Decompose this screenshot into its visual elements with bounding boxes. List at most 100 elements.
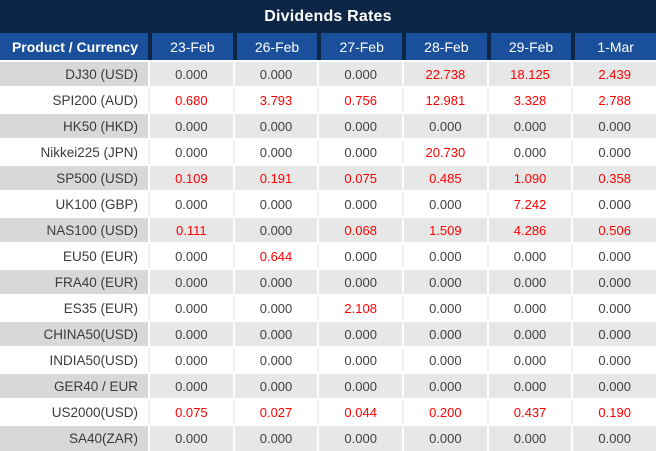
value-cell: 3.793 [232,88,318,112]
value-cell: 0.000 [148,348,233,372]
value-cell: 0.000 [317,244,403,268]
value-cell: 22.738 [402,62,487,86]
value-cell: 0.000 [232,322,318,346]
value-cell: 0.000 [232,270,318,294]
value-cell: 0.000 [571,296,656,320]
table-row: ES35 (EUR) 0.000 0.000 2.108 0.000 0.000 0.000 [0,296,656,320]
value-cell: 0.000 [148,114,233,138]
table-row: HK50 (HKD) 0.000 0.000 0.000 0.000 0.000 0.000 [0,114,656,138]
value-cell: 0.000 [486,244,572,268]
product-cell: NAS100 (USD) [0,218,148,242]
value-cell: 2.788 [571,88,656,112]
value-cell: 0.644 [232,244,318,268]
product-cell: SP500 (USD) [0,166,148,190]
product-cell: US2000(USD) [0,400,148,424]
product-currency-header: Product / Currency [11,38,138,55]
value-cell: 0.000 [402,296,487,320]
value-cell: 0.000 [232,114,318,138]
column-header-1-mar: 1-Mar [571,33,656,60]
value-cell: 0.000 [571,192,656,216]
value-cell: 0.075 [317,166,403,190]
table-body: DJ30 (USD) 0.000 0.000 0.000 22.738 18.125 2.4… [0,62,656,451]
product-cell: FRA40 (EUR) [0,270,148,294]
value-cell: 0.000 [571,374,656,398]
value-cell: 0.000 [486,348,572,372]
value-cell: 7.242 [486,192,572,216]
value-cell: 0.000 [317,426,403,451]
product-cell: GER40 / EUR [0,374,148,398]
value-cell: 0.000 [571,348,656,372]
table-row: SPI200 (AUD) 0.680 3.793 0.756 12.981 3.328 2.… [0,88,656,112]
value-cell: 0.000 [317,192,403,216]
product-cell: DJ30 (USD) [0,62,148,86]
table-row: NAS100 (USD) 0.111 0.000 0.068 1.509 4.286 0.5… [0,218,656,242]
value-cell: 0.000 [571,114,656,138]
product-cell: CHINA50(USD) [0,322,148,346]
value-cell: 4.286 [486,218,572,242]
value-cell: 0.358 [571,166,656,190]
value-cell: 0.000 [232,426,318,451]
table-row: UK100 (GBP) 0.000 0.000 0.000 0.000 7.242 0.00… [0,192,656,216]
value-cell: 0.680 [148,88,233,112]
table-row: EU50 (EUR) 0.000 0.644 0.000 0.000 0.000 0.000 [0,244,656,268]
value-cell: 1.090 [486,166,572,190]
value-cell: 0.756 [317,88,403,112]
column-header-23-feb: 23-Feb [148,33,233,60]
column-header-26-feb: 26-Feb [232,33,318,60]
value-cell: 20.730 [402,140,487,164]
value-cell: 0.000 [148,62,233,86]
page-title: Dividends Rates [264,7,392,25]
value-cell: 0.000 [402,192,487,216]
product-cell: HK50 (HKD) [0,114,148,138]
value-cell: 0.075 [148,400,233,424]
value-cell: 0.000 [402,322,487,346]
value-cell: 0.000 [402,244,487,268]
value-cell: 0.000 [402,348,487,372]
value-cell: 0.485 [402,166,487,190]
table-row: CHINA50(USD) 0.000 0.000 0.000 0.000 0.000 0.0… [0,322,656,346]
value-cell: 0.506 [571,218,656,242]
value-cell: 0.000 [486,270,572,294]
value-cell: 0.000 [148,140,233,164]
value-cell: 0.000 [571,244,656,268]
value-cell: 0.044 [317,400,403,424]
product-cell: INDIA50(USD) [0,348,148,372]
product-cell: EU50 (EUR) [0,244,148,268]
value-cell: 0.000 [232,348,318,372]
table-row: DJ30 (USD) 0.000 0.000 0.000 22.738 18.125 2.4… [0,62,656,86]
value-cell: 0.000 [232,192,318,216]
value-cell: 0.200 [402,400,487,424]
value-cell: 0.027 [232,400,318,424]
value-cell: 0.000 [148,270,233,294]
value-cell: 0.000 [402,374,487,398]
value-cell: 0.000 [571,270,656,294]
value-cell: 0.000 [317,322,403,346]
value-cell: 0.000 [486,140,572,164]
value-cell: 0.000 [486,114,572,138]
table-row: Nikkei225 (JPN) 0.000 0.000 0.000 20.730 0.00… [0,140,656,164]
value-cell: 0.000 [317,348,403,372]
table-row: INDIA50(USD) 0.000 0.000 0.000 0.000 0.000 0.0… [0,348,656,372]
value-cell: 0.000 [486,426,572,451]
value-cell: 2.439 [571,62,656,86]
value-cell: 0.068 [317,218,403,242]
product-cell: SA40(ZAR) [0,426,148,451]
value-cell: 0.000 [571,426,656,451]
value-cell: 0.000 [317,270,403,294]
value-cell: 0.000 [486,374,572,398]
table-row: SP500 (USD) 0.109 0.191 0.075 0.485 1.090 0.35… [0,166,656,190]
table-row: FRA40 (EUR) 0.000 0.000 0.000 0.000 0.000 0.00… [0,270,656,294]
value-cell: 0.000 [232,296,318,320]
table-row: US2000(USD) 0.075 0.027 0.044 0.200 0.437 0.19… [0,400,656,424]
value-cell: 0.000 [148,322,233,346]
value-cell: 0.109 [148,166,233,190]
value-cell: 0.000 [317,140,403,164]
value-cell: 0.000 [486,322,572,346]
value-cell: 0.000 [486,296,572,320]
value-cell: 0.190 [571,400,656,424]
value-cell: 2.108 [317,296,403,320]
product-cell: SPI200 (AUD) [0,88,148,112]
table-row: GER40 / EUR 0.000 0.000 0.000 0.000 0.000 0.00… [0,374,656,398]
column-header-27-feb: 27-Feb [317,33,402,60]
